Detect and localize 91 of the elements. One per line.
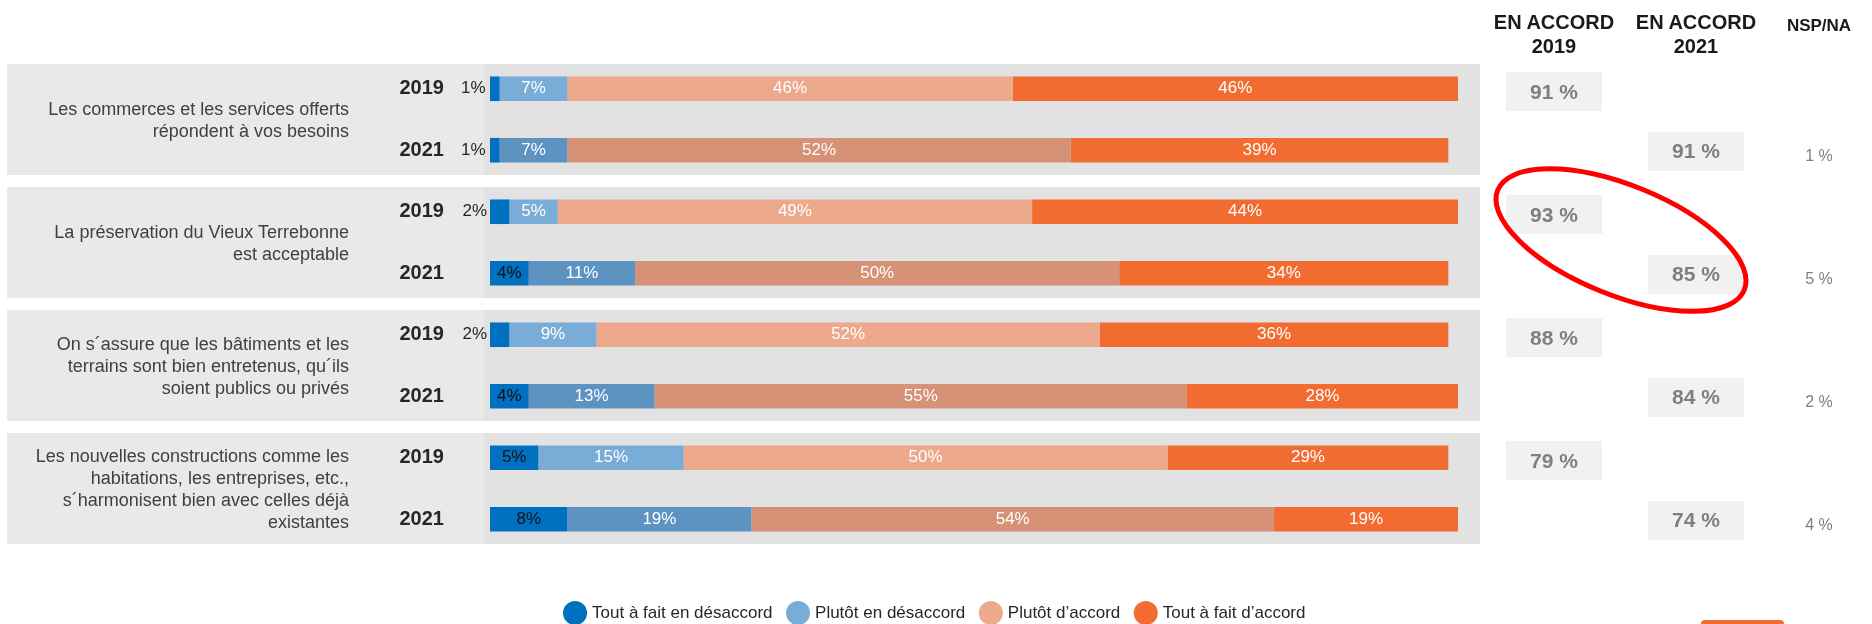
bar bbox=[567, 76, 1013, 102]
data-label: 39% bbox=[1242, 139, 1277, 159]
text: La préservation du Vieux Terrebonne est acceptable bbox=[54, 221, 349, 264]
y-tick-label: 2019 bbox=[399, 199, 444, 222]
data-label: 55% bbox=[903, 385, 938, 405]
data-label: 11% bbox=[565, 262, 599, 282]
bar bbox=[557, 199, 1033, 225]
data-label: 5% bbox=[521, 201, 546, 221]
text: 5 % bbox=[1805, 270, 1833, 289]
text: 91 % bbox=[1506, 72, 1602, 112]
y-tick-label: 2019 bbox=[399, 445, 444, 468]
bar bbox=[528, 383, 655, 409]
data-label: 46% bbox=[1218, 78, 1253, 98]
data-label: 50% bbox=[860, 262, 895, 282]
bar bbox=[635, 260, 1120, 286]
y-tick-label: 2021 bbox=[399, 506, 444, 529]
data-label: 19% bbox=[642, 508, 677, 528]
bar bbox=[490, 76, 500, 102]
bar bbox=[509, 322, 597, 348]
data-label: 15% bbox=[593, 447, 629, 467]
data-label: 28% bbox=[1305, 385, 1340, 405]
text: 91 % bbox=[1648, 131, 1744, 171]
data-label: 1% bbox=[461, 139, 486, 159]
data-label: 50% bbox=[908, 447, 943, 467]
text: 93 % bbox=[1506, 195, 1602, 235]
text: 85 % bbox=[1648, 254, 1744, 294]
y-tick-label: 2021 bbox=[399, 260, 444, 283]
data-label: 13% bbox=[574, 385, 609, 405]
data-label: 7% bbox=[521, 78, 546, 98]
y-tick-label: 2021 bbox=[399, 137, 444, 160]
data-label: 54% bbox=[995, 508, 1030, 528]
data-label: 4% bbox=[497, 385, 522, 405]
text: Les nouvelles constructions comme les habitations, les entreprises, etc., s´harmonisent bien avec celles déjà existantes bbox=[35, 445, 349, 532]
text: 1 % bbox=[1805, 147, 1833, 166]
bar bbox=[1186, 383, 1458, 409]
text: Les commerces et les services offerts répondent à vos besoins bbox=[48, 98, 349, 141]
bar bbox=[538, 445, 684, 471]
data-label: 7% bbox=[521, 139, 546, 159]
bar bbox=[683, 445, 1168, 471]
bar bbox=[1274, 506, 1458, 532]
data-label: 52% bbox=[802, 139, 837, 159]
bar bbox=[490, 137, 500, 163]
bar bbox=[1099, 322, 1449, 348]
data-label: 46% bbox=[773, 78, 808, 98]
text: 74 % bbox=[1648, 500, 1744, 540]
legend-label: Tout à fait d’accord bbox=[1162, 602, 1306, 622]
bar bbox=[567, 137, 1071, 163]
bar bbox=[1167, 445, 1449, 471]
data-label: 19% bbox=[1349, 508, 1384, 528]
data-label: 36% bbox=[1257, 324, 1292, 344]
y-tick-label: 2021 bbox=[399, 383, 444, 406]
category-label: EN ACCORD 2021 bbox=[1634, 10, 1758, 58]
legend-label: Tout à fait en désaccord bbox=[592, 602, 773, 622]
data-label: 1% bbox=[461, 78, 486, 98]
data-label: 49% bbox=[777, 201, 812, 221]
bar bbox=[1119, 260, 1449, 286]
data-label: 5% bbox=[501, 447, 527, 467]
text: On s´assure que les bâtiments et les terrains sont bien entretenus, qu´ils soient publics ou privés bbox=[56, 333, 349, 398]
data-label: 9% bbox=[540, 324, 566, 344]
bar bbox=[499, 137, 568, 163]
legend-label: Plutôt en désaccord bbox=[815, 602, 966, 622]
y-tick-label: 2019 bbox=[399, 322, 444, 345]
bar bbox=[654, 383, 1187, 409]
bar bbox=[528, 260, 636, 286]
bar bbox=[490, 506, 568, 532]
data-label: 29% bbox=[1290, 447, 1325, 467]
bar bbox=[567, 506, 752, 532]
data-label: 34% bbox=[1266, 262, 1301, 282]
bar bbox=[490, 199, 510, 225]
bar bbox=[499, 76, 568, 102]
bar bbox=[1012, 76, 1458, 102]
data-label: 52% bbox=[831, 324, 866, 344]
bar bbox=[1070, 137, 1449, 163]
text: 88 % bbox=[1506, 318, 1602, 358]
y-tick-label: 2019 bbox=[399, 76, 444, 99]
text: 4 % bbox=[1805, 516, 1833, 535]
category-label: EN ACCORD 2019 bbox=[1492, 10, 1616, 58]
text: 84 % bbox=[1648, 377, 1744, 417]
data-label: 44% bbox=[1228, 201, 1263, 221]
data-label: 8% bbox=[516, 508, 542, 528]
text: 2 % bbox=[1805, 393, 1833, 412]
bar bbox=[751, 506, 1275, 532]
text: 79 % bbox=[1506, 441, 1602, 481]
category-label: NSP/NA bbox=[1785, 15, 1853, 37]
data-label: 2% bbox=[462, 201, 487, 221]
bar bbox=[1032, 199, 1458, 225]
bar bbox=[596, 322, 1100, 348]
bar bbox=[490, 322, 510, 348]
data-label: 4% bbox=[497, 262, 522, 282]
data-label: 2% bbox=[462, 324, 487, 344]
legend-label: Plutôt d’accord bbox=[1007, 602, 1121, 622]
